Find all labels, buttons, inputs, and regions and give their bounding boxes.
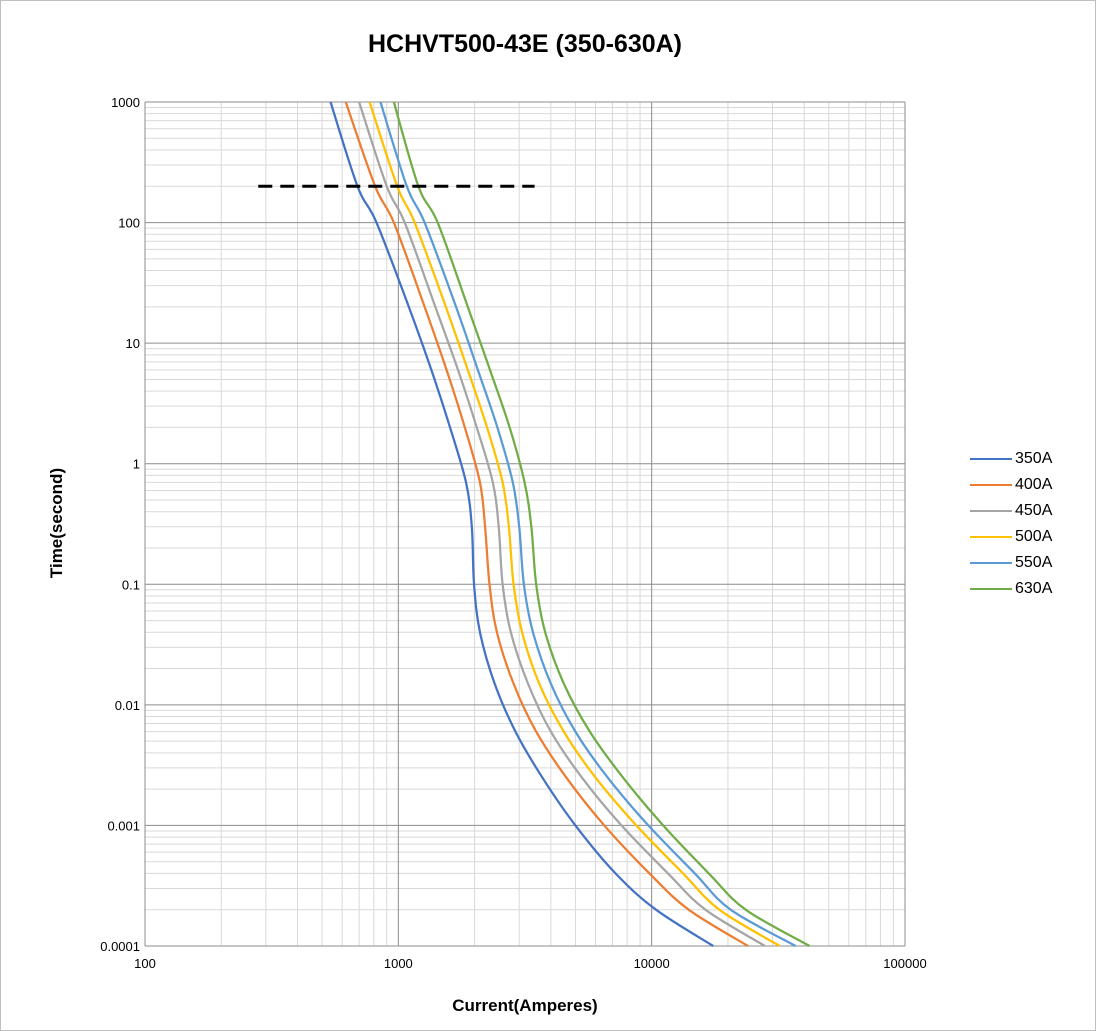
legend-item-350a: 350A	[970, 446, 1052, 472]
y-tick-label: 100	[118, 216, 140, 231]
legend-item-550a: 550A	[970, 550, 1052, 576]
x-tick-label: 10000	[634, 956, 670, 971]
legend-swatch	[970, 562, 1012, 564]
y-tick-label: 10	[126, 336, 140, 351]
legend-item-500a: 500A	[970, 524, 1052, 550]
series-line-500a	[368, 101, 781, 947]
series-lines	[329, 101, 811, 947]
x-axis-title: Current(Amperes)	[452, 996, 598, 1015]
legend-label: 450A	[1015, 502, 1053, 519]
y-tick-label: 1	[133, 457, 140, 472]
x-tick-label: 1000	[384, 956, 413, 971]
legend-label: 630A	[1015, 580, 1053, 597]
series-line-400a	[344, 101, 749, 947]
legend-label: 550A	[1015, 554, 1053, 571]
series-line-350a	[329, 101, 714, 947]
legend-item-400a: 400A	[970, 472, 1052, 498]
legend-swatch	[970, 588, 1012, 590]
legend-swatch	[970, 484, 1012, 486]
legend-label: 400A	[1015, 476, 1053, 493]
legend-item-450a: 450A	[970, 498, 1052, 524]
legend-label: 350A	[1015, 450, 1053, 467]
y-tick-label: 0.0001	[100, 939, 140, 954]
x-tick-labels: 100 1000 10000 100000	[134, 956, 927, 971]
series-line-450a	[358, 101, 766, 947]
y-tick-label: 0.01	[115, 698, 140, 713]
series-line-550a	[379, 101, 797, 947]
x-tick-label: 100000	[883, 956, 926, 971]
minor-gridlines	[145, 102, 905, 946]
y-tick-label: 0.1	[122, 577, 140, 592]
major-gridlines	[144, 101, 906, 947]
y-tick-labels: 0.0001 0.001 0.01 0.1 1 10 100 1000	[100, 95, 140, 954]
y-tick-label: 1000	[111, 95, 140, 110]
y-tick-label: 0.001	[107, 818, 140, 833]
legend-swatch	[970, 458, 1012, 460]
legend-item-630a: 630A	[970, 576, 1052, 602]
legend-swatch	[970, 510, 1012, 512]
legend-label: 500A	[1015, 528, 1053, 545]
legend: 350A 400A 450A 500A 550A 630A	[970, 446, 1052, 602]
chart-title: HCHVT500-43E (350-630A)	[367, 30, 683, 58]
y-axis-title: Time(second)	[47, 467, 66, 579]
series-line-630a	[392, 101, 811, 947]
x-tick-label: 100	[134, 956, 156, 971]
legend-swatch	[970, 536, 1012, 538]
